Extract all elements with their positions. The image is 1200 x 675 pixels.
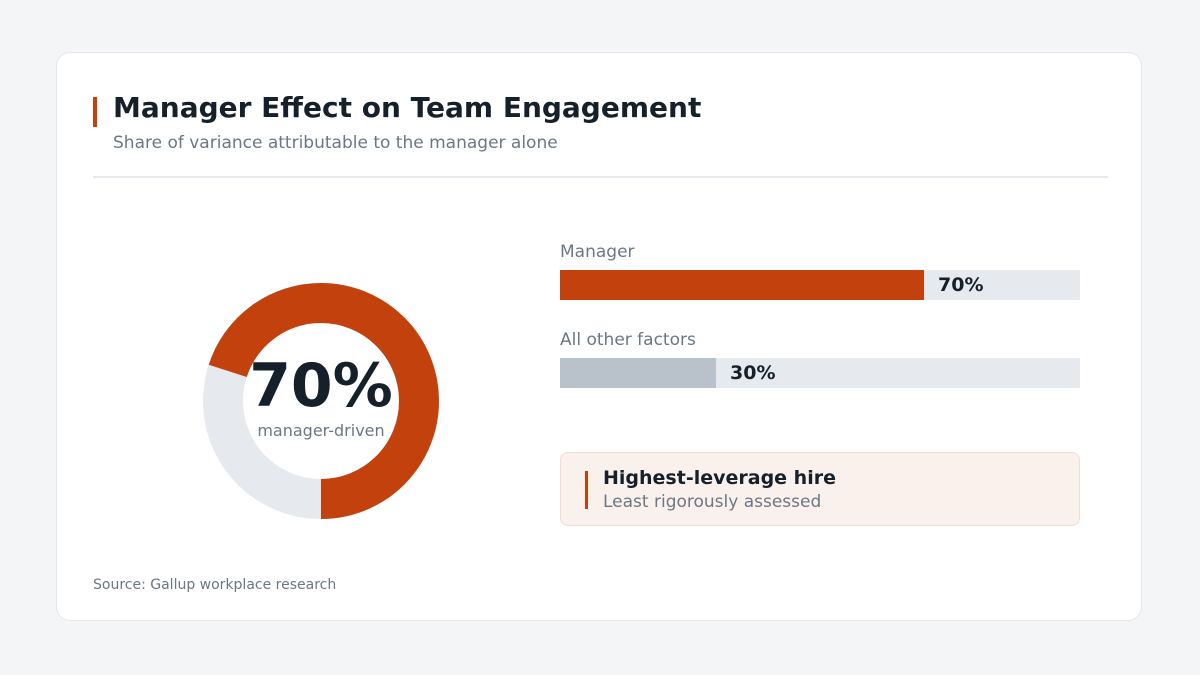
donut-segment-manager: [203, 283, 439, 519]
callout-title: Highest-leverage hire: [603, 467, 836, 489]
bar-value-label: 30%: [730, 362, 776, 384]
donut-chart: 70%: [197, 277, 445, 525]
donut-caption: manager-driven: [257, 421, 385, 440]
insight-callout: Highest-leverage hire Least rigorously a…: [560, 452, 1080, 526]
bar-value-label: 70%: [938, 274, 984, 296]
title-accent-bar: [93, 97, 97, 127]
bar-label: Manager: [560, 242, 635, 262]
chart-subtitle: Share of variance attributable to the ma…: [113, 133, 558, 153]
donut-center-value: 70%: [249, 351, 393, 421]
bar-fill-other: [560, 358, 716, 388]
bar-row-manager: Manager 70%: [560, 242, 1081, 300]
donut-svg: [203, 283, 439, 519]
callout-accent-bar: [585, 471, 588, 509]
callout-subtitle: Least rigorously assessed: [603, 492, 822, 512]
chart-title: Manager Effect on Team Engagement: [113, 91, 702, 124]
bar-label: All other factors: [560, 330, 696, 350]
bar-row-other: All other factors 30%: [560, 330, 1081, 388]
bar-fill-manager: [560, 270, 924, 300]
bar-track: 70%: [560, 270, 1080, 300]
bar-track: 30%: [560, 358, 1080, 388]
source-note: Source: Gallup workplace research: [93, 577, 337, 593]
chart-card: Manager Effect on Team Engagement Share …: [56, 52, 1142, 621]
header-divider: [93, 176, 1108, 178]
